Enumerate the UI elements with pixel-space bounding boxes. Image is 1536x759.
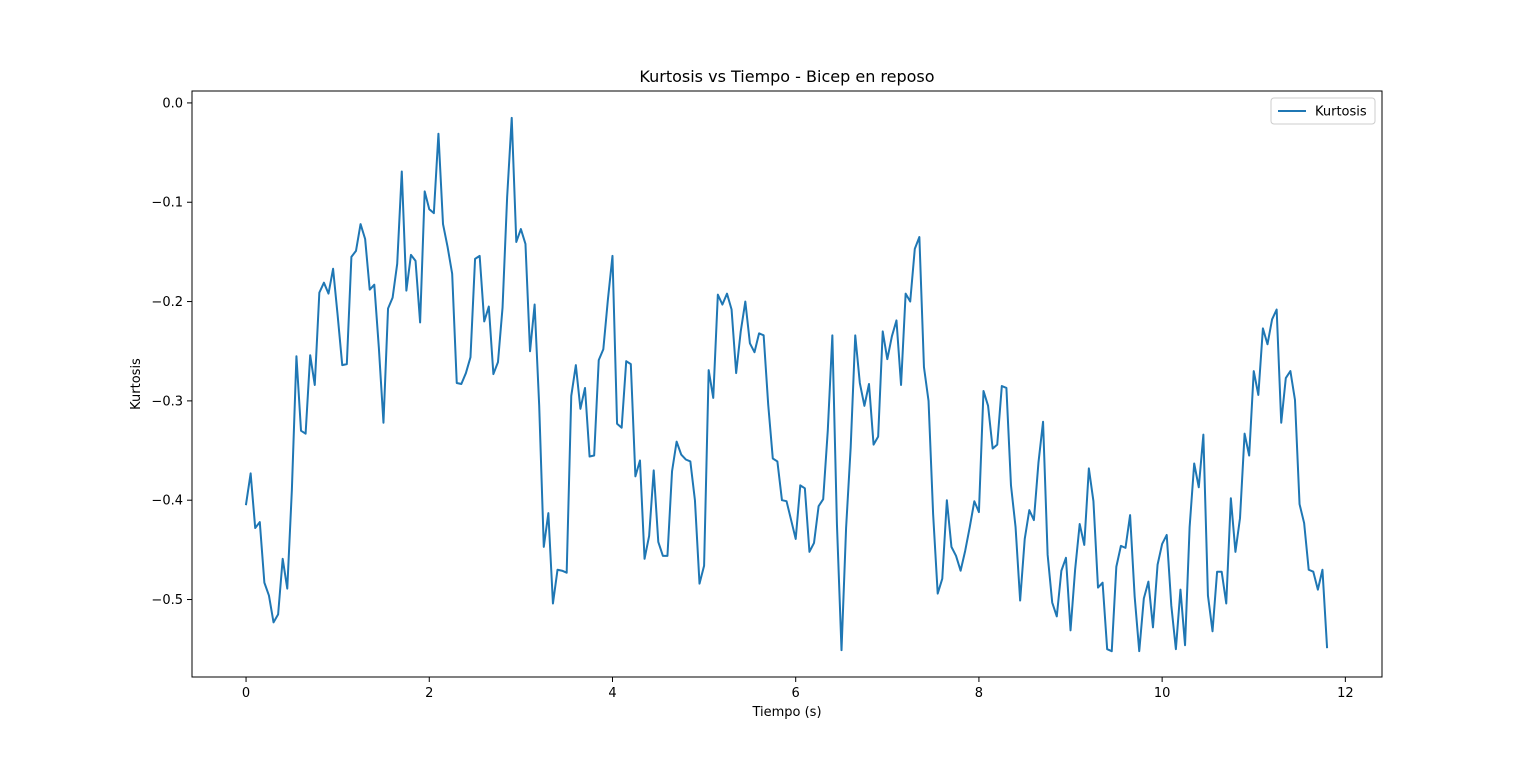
series-line-kurtosis <box>244 116 1329 653</box>
y-tick-label: −0.3 <box>151 394 183 409</box>
x-tick-label: 0 <box>242 686 250 701</box>
x-tick-label: 8 <box>975 686 983 701</box>
y-axis-label: Kurtosis <box>129 358 144 410</box>
y-tick-label: −0.5 <box>151 593 183 608</box>
legend-frame <box>1270 97 1376 125</box>
y-tick-label: −0.1 <box>151 196 183 211</box>
x-tick-label: 12 <box>1337 686 1354 701</box>
y-tick-label: −0.2 <box>151 295 183 310</box>
y-tick-label: 0.0 <box>162 96 183 111</box>
x-tick-label: 6 <box>792 686 800 701</box>
chart-title: Kurtosis vs Tiempo - Bicep en reposo <box>639 67 934 86</box>
x-tick-label: 10 <box>1154 686 1171 701</box>
legend: Kurtosis <box>1270 97 1376 125</box>
x-tick-label: 2 <box>425 686 433 701</box>
x-axis-label: Tiempo (s) <box>751 705 821 720</box>
y-tick-label: −0.4 <box>151 494 183 509</box>
x-tick-label: 4 <box>608 686 616 701</box>
legend-label-kurtosis: Kurtosis <box>1315 105 1367 120</box>
axes-frame <box>191 90 1383 678</box>
